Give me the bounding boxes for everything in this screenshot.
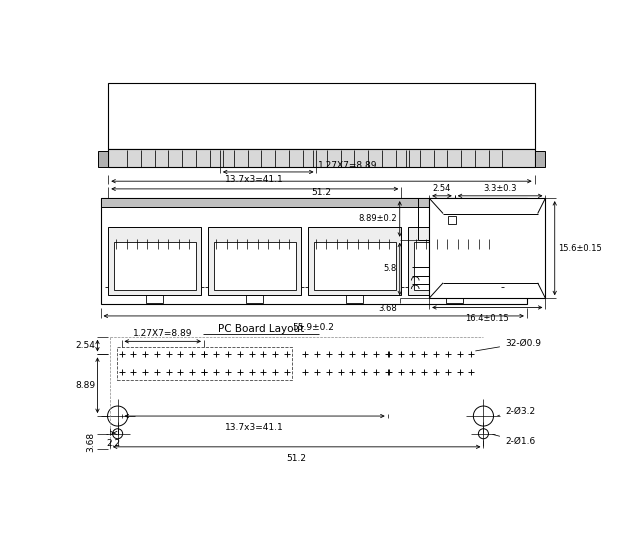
- Bar: [146, 295, 163, 303]
- Text: 8.89: 8.89: [75, 381, 95, 390]
- Bar: [100, 198, 527, 305]
- Text: 55.9±0.2: 55.9±0.2: [293, 323, 334, 332]
- Text: 2.54: 2.54: [433, 184, 451, 193]
- Text: 32-Ø0.9: 32-Ø0.9: [476, 338, 541, 351]
- Bar: [109, 149, 534, 167]
- Bar: [429, 198, 545, 298]
- Text: 3.68: 3.68: [86, 431, 95, 452]
- Bar: [448, 216, 456, 223]
- Text: 51.2: 51.2: [286, 454, 307, 463]
- Text: 13.7x3=41.1: 13.7x3=41.1: [225, 175, 284, 184]
- Bar: [346, 295, 363, 303]
- Text: 2.2: 2.2: [107, 439, 121, 448]
- Bar: [446, 295, 463, 303]
- Bar: [534, 151, 545, 167]
- Bar: [246, 295, 263, 303]
- Text: 2-Ø3.2: 2-Ø3.2: [498, 407, 535, 416]
- Bar: [314, 242, 396, 290]
- Text: 2.54: 2.54: [75, 341, 95, 350]
- Text: 3.68: 3.68: [378, 305, 397, 313]
- Bar: [100, 198, 527, 207]
- Text: 15.6±0.15: 15.6±0.15: [558, 243, 601, 253]
- Text: 13.7x3=41.1: 13.7x3=41.1: [225, 423, 284, 432]
- Text: 51.2: 51.2: [312, 188, 331, 197]
- Bar: [214, 242, 296, 290]
- Text: PC Board Layout: PC Board Layout: [218, 324, 304, 334]
- Bar: [109, 227, 201, 295]
- Bar: [208, 227, 301, 295]
- Bar: [109, 83, 534, 149]
- Bar: [414, 242, 496, 290]
- Bar: [98, 151, 109, 167]
- Text: 5.8: 5.8: [384, 265, 397, 273]
- Bar: [408, 227, 501, 295]
- Text: 3.3±0.3: 3.3±0.3: [483, 184, 517, 193]
- Text: 1.27X7=8.89: 1.27X7=8.89: [318, 161, 377, 170]
- Text: 2-Ø1.6: 2-Ø1.6: [493, 434, 535, 446]
- Bar: [114, 242, 196, 290]
- Text: 16.4±0.15: 16.4±0.15: [466, 314, 509, 322]
- Text: 1.27X7=8.89: 1.27X7=8.89: [133, 328, 192, 338]
- Text: 8.89±0.2: 8.89±0.2: [358, 214, 397, 223]
- Bar: [309, 227, 401, 295]
- Bar: [117, 347, 292, 380]
